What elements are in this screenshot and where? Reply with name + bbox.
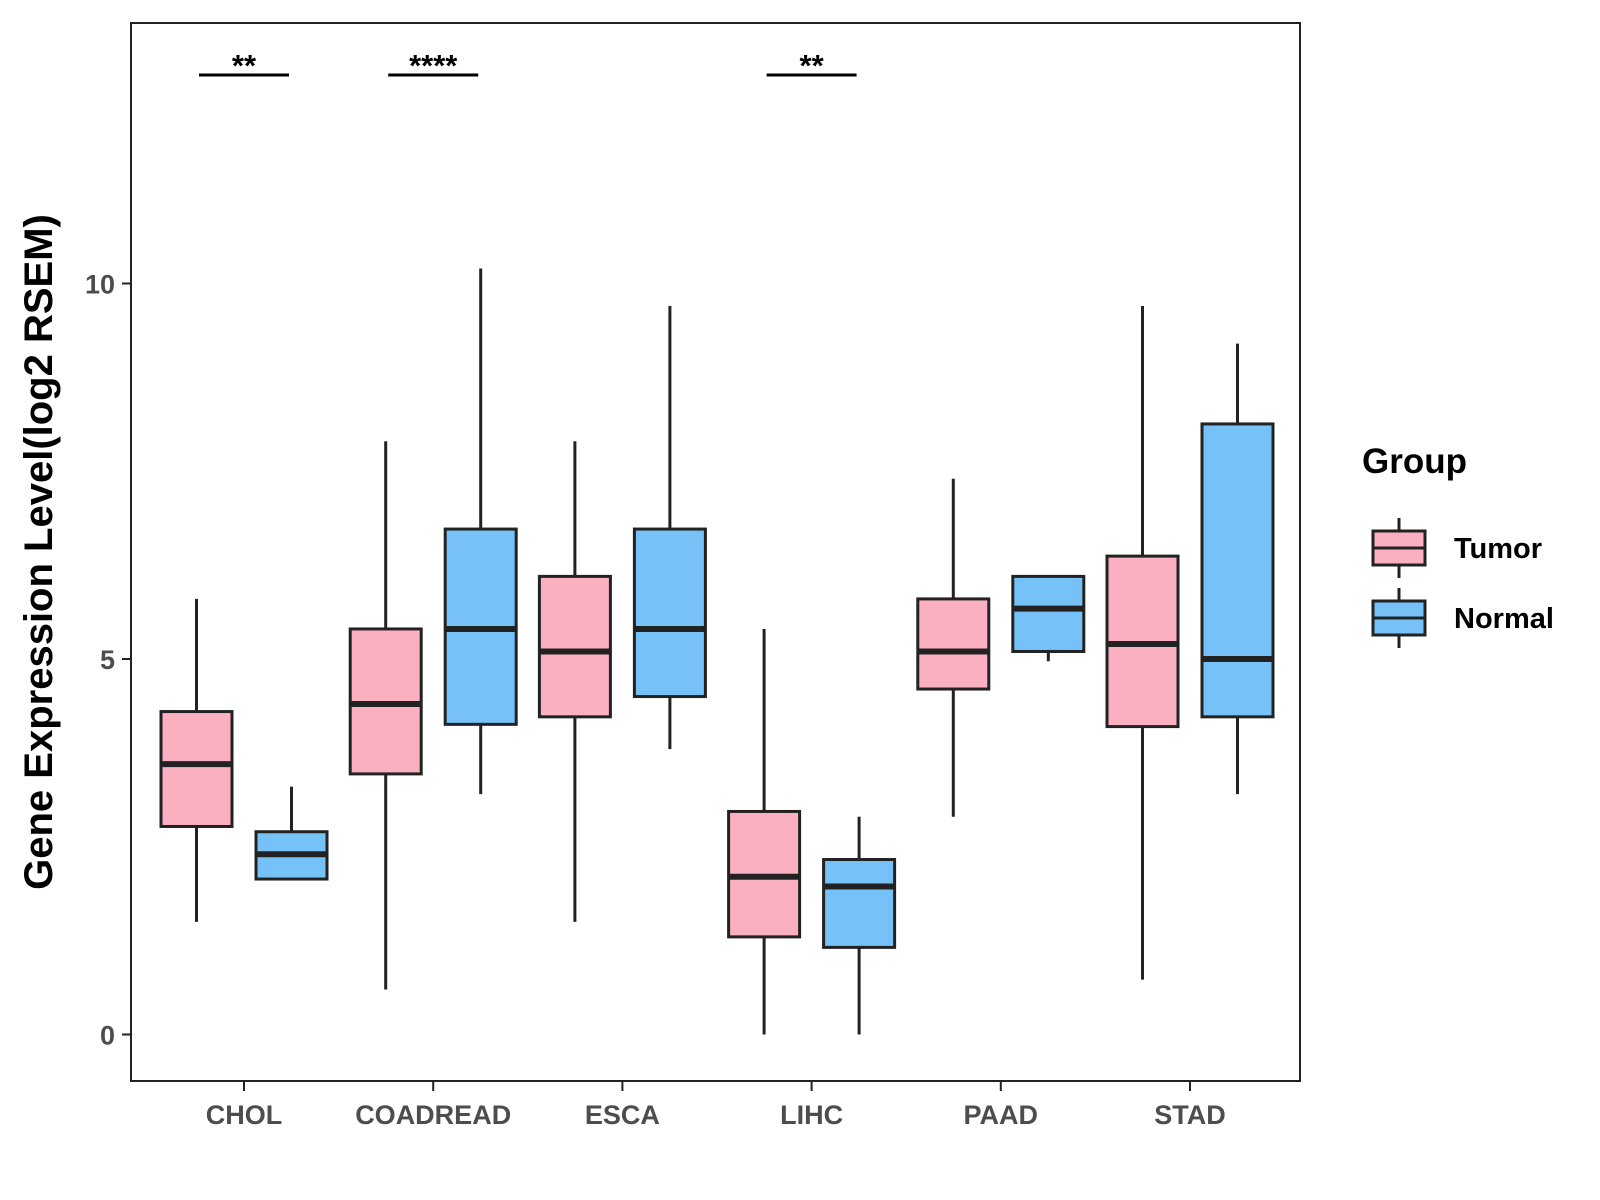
box-normal-paad: [1011, 574, 1086, 653]
y-axis-title: Gene Expression Level(log2 RSEM): [17, 214, 61, 890]
x-tick-label: LIHC: [780, 1100, 843, 1130]
box-tumor-chol: [159, 710, 234, 828]
significance-label: ****: [409, 48, 458, 83]
y-tick-label: 5: [100, 645, 115, 675]
x-tick-label: PAAD: [964, 1100, 1039, 1130]
x-tick-label: ESCA: [585, 1100, 660, 1130]
significance-label: **: [800, 48, 825, 83]
box-normal-stad: [1200, 422, 1275, 719]
significance-label: **: [232, 48, 257, 83]
legend-title: Group: [1362, 442, 1467, 481]
box-normal-lihc: [822, 858, 897, 949]
x-tick-label: STAD: [1154, 1100, 1226, 1130]
box-normal-esca: [632, 527, 707, 699]
box-tumor-esca: [537, 574, 612, 719]
legend-label-tumor: Tumor: [1454, 533, 1542, 565]
legend: Group Tumor Normal: [1362, 442, 1554, 635]
x-tick-label: COADREAD: [355, 1100, 511, 1130]
box-tumor-paad: [916, 597, 991, 691]
x-tick-label: CHOL: [206, 1100, 283, 1130]
y-tick-label: 0: [100, 1021, 115, 1051]
legend-label-normal: Normal: [1454, 603, 1554, 635]
y-tick-label: 10: [85, 270, 115, 300]
plot-panel-border: [130, 22, 1301, 1082]
